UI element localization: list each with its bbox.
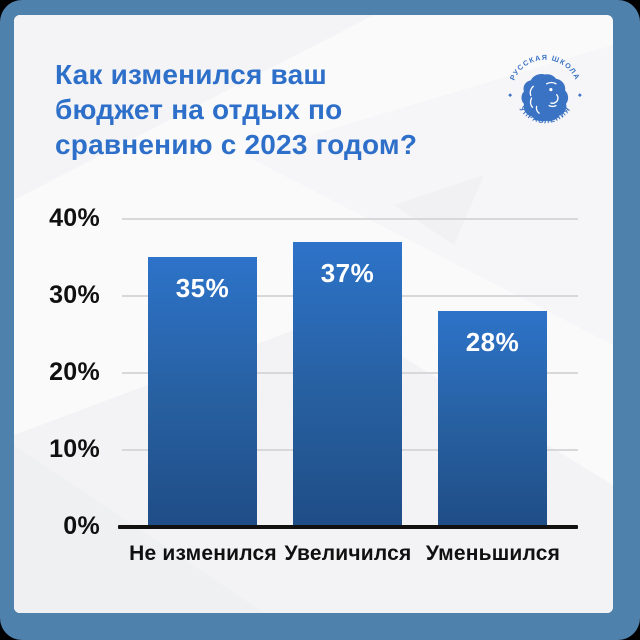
content-area: Как изменился ваш бюджет на отдых по сра… — [14, 15, 613, 613]
lion-icon — [521, 74, 569, 122]
y-axis-label-20: 20% — [49, 357, 100, 386]
bar-not-changed: 35% — [148, 257, 257, 527]
page-title-line: сравнению с 2023 годом? — [55, 129, 418, 160]
x-axis-label-not-changed: Не изменился — [129, 542, 277, 565]
bar-value-label: 37% — [320, 258, 375, 288]
company-logo: РУССКАЯ ШКОЛА УПРАВЛЕНИЯ — [503, 51, 587, 135]
x-axis-label-increased: Увеличился — [284, 542, 412, 565]
x-axis-label-decreased: Уменьшился — [425, 542, 561, 565]
y-axis-label-0: 0% — [63, 511, 100, 540]
page-title-line: Как изменился ваш — [55, 59, 327, 90]
bar-chart: 0% 10% 20% 30% 40% 35% 37% 28% Не измени… — [14, 15, 613, 613]
y-axis-label-30: 30% — [49, 280, 100, 309]
bar-increased: 37% — [293, 242, 402, 527]
bar-value-label: 28% — [465, 327, 520, 357]
x-axis-line — [118, 525, 578, 529]
y-axis-label-10: 10% — [49, 434, 100, 463]
page-title-line: бюджет на отдых по — [55, 94, 343, 125]
page-title: Как изменился ваш бюджет на отдых по сра… — [55, 57, 417, 162]
y-axis-label-40: 40% — [49, 203, 100, 232]
bar-value-label: 35% — [175, 273, 230, 303]
bar-decreased: 28% — [438, 311, 547, 527]
gridline — [122, 218, 578, 220]
